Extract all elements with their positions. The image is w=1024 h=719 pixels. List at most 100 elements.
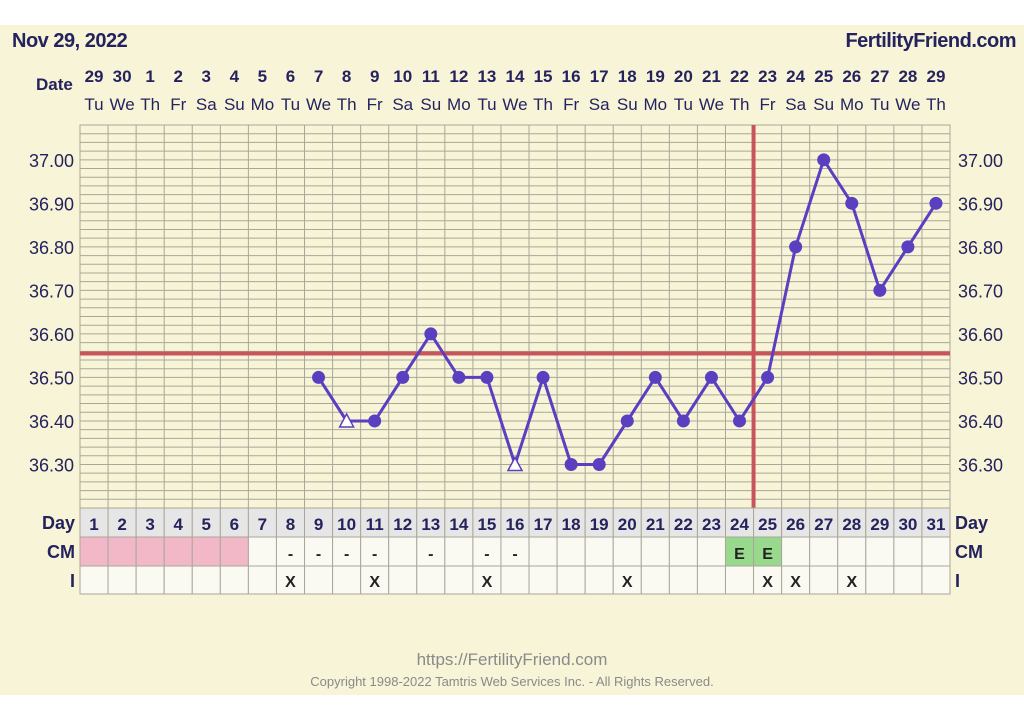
temp-point xyxy=(929,196,943,210)
y-tick-label: 36.90 xyxy=(958,194,1003,214)
cm-row-cell xyxy=(416,536,446,567)
day-number: 17 xyxy=(534,515,553,534)
y-tick-label: 36.40 xyxy=(29,412,74,432)
day-number: 28 xyxy=(842,515,861,534)
intercourse-mark: X xyxy=(622,574,633,591)
date-label: 18 xyxy=(618,67,637,86)
cm-row-cell xyxy=(781,536,811,567)
day-number: 2 xyxy=(117,515,126,534)
temp-point xyxy=(424,327,438,341)
intercourse-row-cell xyxy=(163,565,193,595)
weekday-label: Mo xyxy=(251,95,275,114)
cm-row-cell xyxy=(247,536,277,567)
date-label: 26 xyxy=(842,67,861,86)
day-row-label: Day xyxy=(42,513,75,533)
day-number: 21 xyxy=(646,515,665,534)
temp-point xyxy=(704,370,718,384)
day-number: 10 xyxy=(337,515,356,534)
day-number: 4 xyxy=(173,515,183,534)
y-tick-label: 36.50 xyxy=(958,368,1003,388)
weekday-label: Fr xyxy=(760,95,776,114)
y-tick-label: 36.50 xyxy=(29,368,74,388)
weekday-label: Mo xyxy=(644,95,668,114)
date-label: 2 xyxy=(173,67,182,86)
date-label: 9 xyxy=(370,67,379,86)
date-label: 10 xyxy=(393,67,412,86)
intercourse-row-cell xyxy=(528,565,558,595)
weekday-label: Tu xyxy=(674,95,693,114)
cm-row-cell xyxy=(107,536,137,567)
weekday-label: Sa xyxy=(785,95,806,114)
day-number: 7 xyxy=(258,515,267,534)
temp-point xyxy=(368,414,382,428)
date-label: 3 xyxy=(202,67,211,86)
day-row-cell xyxy=(135,507,165,538)
day-number: 29 xyxy=(870,515,889,534)
date-label: 29 xyxy=(927,67,946,86)
intercourse-row-cell xyxy=(921,565,951,595)
day-number: 27 xyxy=(814,515,833,534)
cm-row-label-right: CM xyxy=(955,542,983,562)
date-label: 12 xyxy=(449,67,468,86)
date-label: 8 xyxy=(342,67,351,86)
intercourse-row-label-right: I xyxy=(955,571,960,591)
intercourse-row-cell xyxy=(247,565,277,595)
day-row-cell xyxy=(472,507,502,538)
temp-point xyxy=(733,414,747,428)
day-number: 16 xyxy=(506,515,525,534)
day-number: 19 xyxy=(590,515,609,534)
day-row-cell xyxy=(416,507,446,538)
intercourse-row-cell xyxy=(219,565,249,595)
cm-row-cell xyxy=(921,536,951,567)
date-label: 11 xyxy=(422,67,440,86)
day-number: 8 xyxy=(286,515,295,534)
y-tick-label: 36.60 xyxy=(958,325,1003,345)
intercourse-mark: X xyxy=(790,574,801,591)
y-tick-label: 36.60 xyxy=(29,325,74,345)
cm-row-cell xyxy=(865,536,895,567)
intercourse-row-cell xyxy=(444,565,474,595)
temp-point xyxy=(480,370,494,384)
day-number: 13 xyxy=(421,515,440,534)
cm-value: - xyxy=(316,546,321,563)
cm-row-cell xyxy=(893,536,923,567)
intercourse-row-cell xyxy=(753,565,783,595)
y-tick-label: 37.00 xyxy=(958,151,1003,171)
weekday-label: Th xyxy=(730,95,750,114)
intercourse-row-cell xyxy=(79,565,109,595)
day-number: 30 xyxy=(898,515,917,534)
intercourse-row-cell xyxy=(865,565,895,595)
intercourse-mark: X xyxy=(285,574,296,591)
intercourse-row-cell xyxy=(416,565,446,595)
footer-url[interactable]: https://FertilityFriend.com xyxy=(416,650,608,669)
cm-value: - xyxy=(484,546,489,563)
intercourse-row-cell xyxy=(360,565,390,595)
cm-value: - xyxy=(372,546,377,563)
date-label: 19 xyxy=(646,67,665,86)
weekday-label: Th xyxy=(533,95,553,114)
cm-row-cell xyxy=(696,536,726,567)
intercourse-mark: X xyxy=(846,574,857,591)
intercourse-row-cell xyxy=(107,565,137,595)
weekday-label: Th xyxy=(926,95,946,114)
cm-row-cell xyxy=(584,536,614,567)
day-number: 1 xyxy=(89,515,98,534)
day-number: 24 xyxy=(730,515,749,534)
y-tick-label: 36.80 xyxy=(958,238,1003,258)
day-row-cell xyxy=(809,507,839,538)
weekday-label: Mo xyxy=(447,95,471,114)
intercourse-row-cell xyxy=(696,565,726,595)
weekday-label: Fr xyxy=(170,95,186,114)
y-tick-label: 37.00 xyxy=(29,151,74,171)
intercourse-row-cell xyxy=(556,565,586,595)
intercourse-row-cell xyxy=(668,565,698,595)
intercourse-row-cell xyxy=(275,565,306,595)
day-row-cell xyxy=(360,507,390,538)
weekday-label: Fr xyxy=(367,95,383,114)
date-label: 20 xyxy=(674,67,693,86)
cm-row-cell xyxy=(528,536,558,567)
temp-point xyxy=(676,414,690,428)
day-row-cell xyxy=(528,507,558,538)
cm-value: - xyxy=(344,546,349,563)
intercourse-row-cell xyxy=(640,565,670,595)
